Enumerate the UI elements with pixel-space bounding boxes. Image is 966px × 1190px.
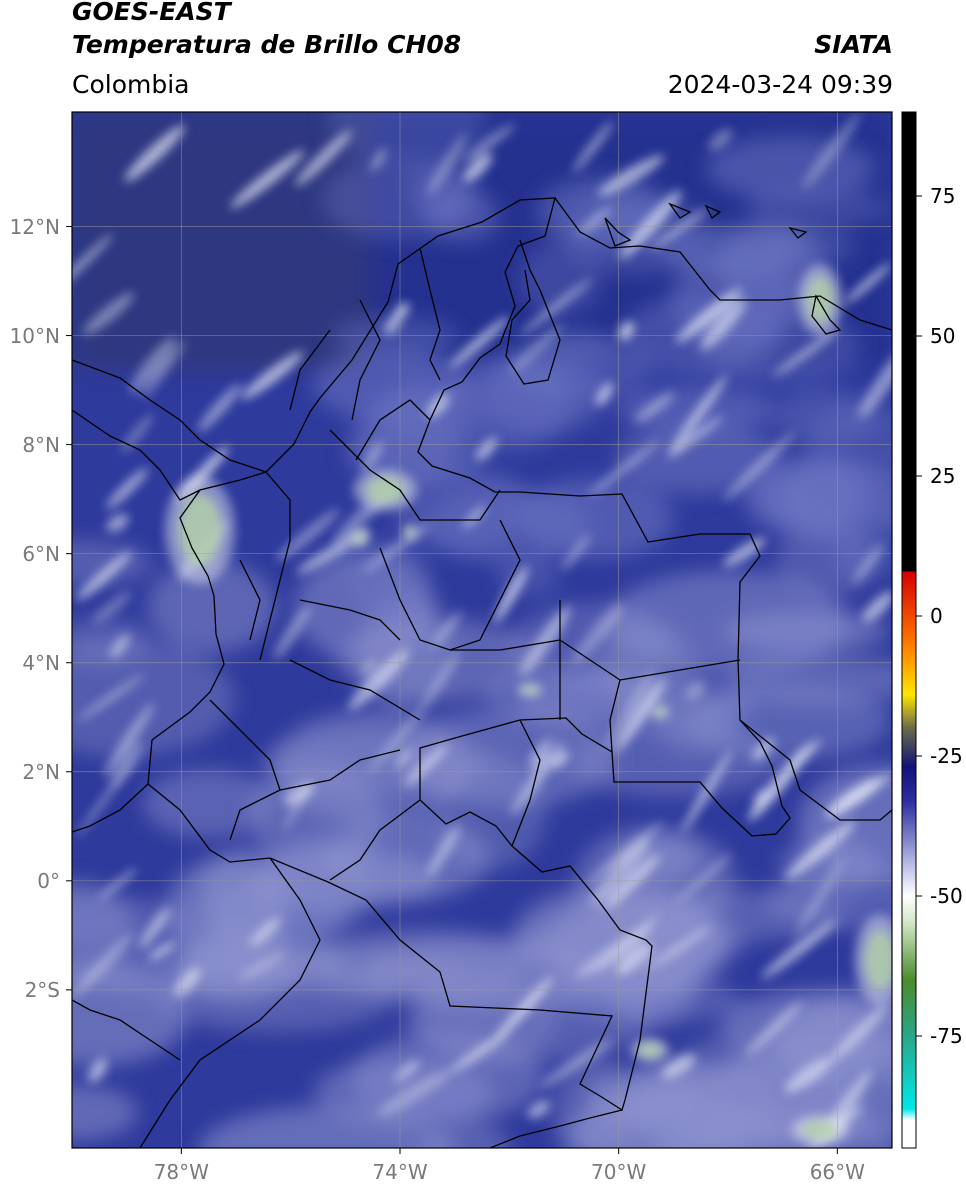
colorbar bbox=[902, 112, 916, 1148]
colorbar-tick-label: 50 bbox=[930, 324, 956, 348]
satellite-title: GOES-EAST bbox=[72, 0, 231, 26]
lon-tick-label: 74°W bbox=[372, 1160, 428, 1184]
lat-tick-label: 2°S bbox=[24, 977, 60, 1002]
colorbar-tick-label: -50 bbox=[930, 884, 963, 908]
region-label: Colombia bbox=[72, 70, 190, 99]
lon-tick-label: 78°W bbox=[153, 1160, 209, 1184]
colorbar-tick-label: 75 bbox=[930, 184, 956, 208]
lat-tick-label: 8°N bbox=[22, 432, 60, 457]
lat-tick-label: 6°N bbox=[22, 541, 60, 566]
product-title: Temperatura de Brillo CH08 bbox=[72, 30, 462, 59]
lon-tick-label: 70°W bbox=[591, 1160, 647, 1184]
lat-tick-label: 12°N bbox=[9, 214, 60, 239]
agency-label: SIATA bbox=[814, 30, 893, 59]
political-borders bbox=[72, 197, 892, 1148]
colorbar-tick-label: 25 bbox=[930, 464, 956, 488]
datetime-label: 2024-03-24 09:39 bbox=[667, 70, 893, 99]
colorbar-tick-label: -75 bbox=[930, 1024, 963, 1048]
graticule bbox=[66, 112, 892, 1154]
map-frame bbox=[71, 111, 893, 1149]
lat-tick-label: 0° bbox=[37, 868, 60, 893]
colorbar-tick-label: -25 bbox=[930, 744, 963, 768]
lat-tick-label: 4°N bbox=[22, 650, 60, 675]
lon-tick-label: 66°W bbox=[809, 1160, 865, 1184]
lat-tick-label: 10°N bbox=[9, 323, 60, 348]
colorbar-tick-label: 0 bbox=[930, 604, 943, 628]
imagery-layer bbox=[72, 112, 892, 1148]
lat-tick-label: 2°N bbox=[22, 759, 60, 784]
